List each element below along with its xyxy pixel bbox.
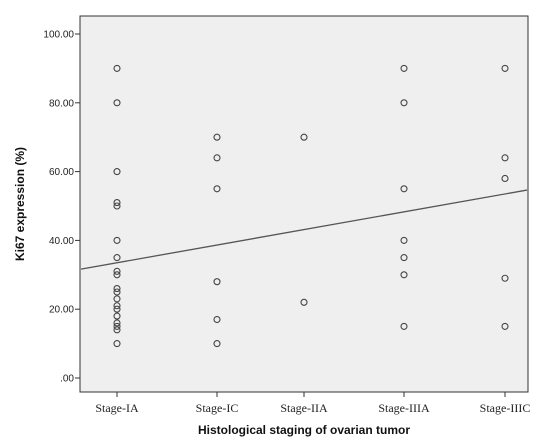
data-point [113, 254, 121, 262]
y-tick-label: 80.00 [49, 98, 74, 109]
data-point [213, 133, 221, 141]
y-tick-label: .00 [60, 374, 74, 385]
data-point [213, 315, 221, 324]
data-point [501, 154, 509, 162]
data-point [213, 185, 221, 193]
data-point [300, 298, 308, 306]
fit-line [80, 189, 528, 270]
data-point [113, 168, 121, 176]
data-point [400, 185, 408, 193]
data-point [113, 302, 121, 310]
data-point [400, 236, 408, 244]
data-point [113, 312, 121, 320]
x-axis-title: Histological staging of ovarian tumor [198, 423, 410, 437]
data-point [300, 133, 308, 141]
data-point [113, 271, 121, 279]
plot-area [79, 15, 529, 393]
data-point [400, 322, 408, 330]
chart-points [113, 64, 509, 348]
data-point [113, 267, 121, 275]
data-point [501, 322, 509, 330]
x-tick-label: Stage-IC [196, 401, 239, 415]
data-point [501, 64, 509, 72]
data-point [213, 278, 221, 286]
y-axis-ticks: .00 20.00 40.00 60.00 80.00 100.00 [43, 30, 80, 385]
data-point [113, 64, 121, 72]
data-point [400, 99, 408, 107]
x-tick-label: Stage-IIIC [480, 401, 531, 415]
data-point [113, 305, 121, 313]
x-tick-label: Stage-IA [95, 401, 139, 415]
y-tick-label: 100.00 [43, 30, 74, 41]
y-tick-label: 60.00 [49, 167, 74, 178]
y-axis-title: Ki67 expression (%) [13, 147, 27, 261]
data-point [113, 319, 121, 327]
data-point [400, 64, 408, 72]
data-point [501, 174, 509, 183]
data-point [400, 254, 408, 262]
data-point [113, 288, 121, 296]
data-point [113, 199, 121, 207]
y-tick-label: 20.00 [49, 305, 74, 316]
data-point [113, 99, 121, 107]
x-axis-ticks: Stage-IA Stage-IC Stage-IIA Stage-IIIA Stage… [95, 392, 530, 415]
x-tick-label: Stage-IIIA [378, 401, 430, 415]
data-point [501, 274, 509, 282]
data-point [113, 322, 121, 330]
data-point [113, 202, 121, 210]
data-point [213, 340, 221, 348]
data-point [113, 340, 121, 348]
data-point [113, 295, 121, 303]
y-tick-label: 40.00 [49, 236, 74, 247]
data-point [113, 236, 121, 244]
x-tick-label: Stage-IIA [280, 401, 328, 415]
data-point [400, 271, 408, 279]
data-point [113, 326, 121, 334]
data-point [213, 154, 221, 162]
data-point [113, 285, 121, 293]
